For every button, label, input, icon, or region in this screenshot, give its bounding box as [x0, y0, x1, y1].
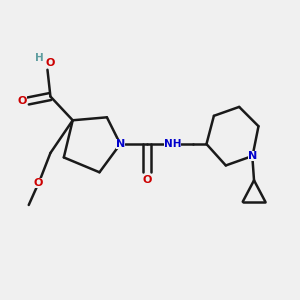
- Text: O: O: [45, 58, 55, 68]
- Text: N: N: [116, 139, 125, 149]
- Text: O: O: [142, 175, 152, 185]
- Text: N: N: [248, 151, 257, 161]
- Text: O: O: [34, 178, 43, 188]
- Text: NH: NH: [164, 139, 181, 149]
- Text: O: O: [17, 96, 27, 106]
- Text: H: H: [35, 53, 44, 64]
